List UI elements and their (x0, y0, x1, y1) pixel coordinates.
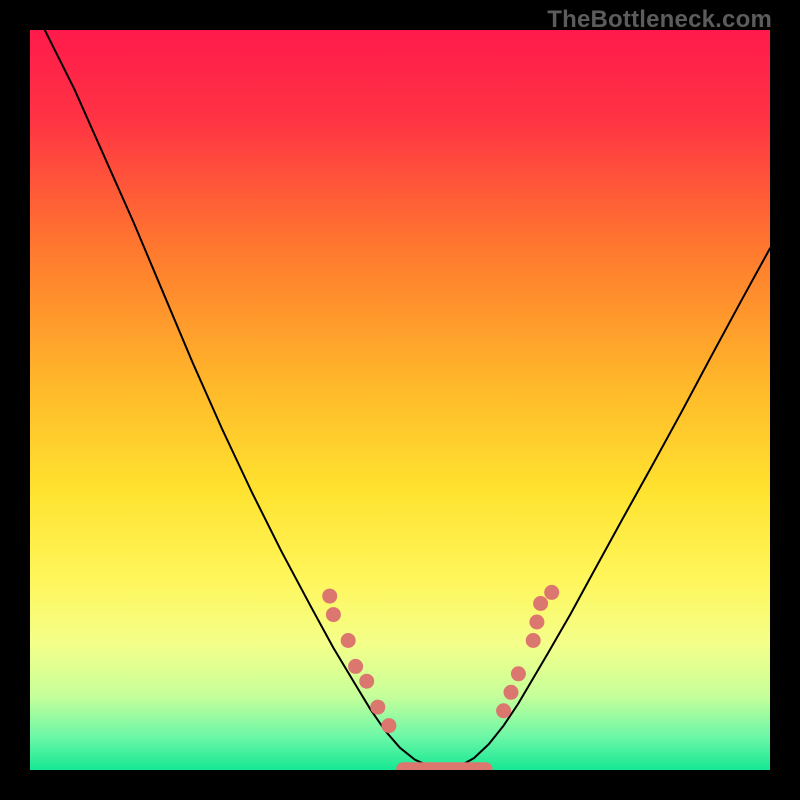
scatter-point (534, 597, 548, 611)
scatter-point (371, 700, 385, 714)
scatter-point (341, 634, 355, 648)
scatter-point (349, 659, 363, 673)
scatter-point (323, 589, 337, 603)
scatter-point (511, 667, 525, 681)
bottom-marker-cluster (396, 762, 492, 770)
scatter-point (382, 719, 396, 733)
scatter-point (530, 615, 544, 629)
scatter-point (526, 634, 540, 648)
scatter-point (504, 685, 518, 699)
gradient-background (30, 30, 770, 770)
watermark-text: TheBottleneck.com (547, 6, 772, 34)
scatter-point (360, 674, 374, 688)
chart-frame: TheBottleneck.com (0, 0, 800, 800)
scatter-point (326, 608, 340, 622)
scatter-point (497, 704, 511, 718)
plot-svg (30, 30, 770, 770)
plot-area (30, 30, 770, 770)
scatter-point (545, 585, 559, 599)
